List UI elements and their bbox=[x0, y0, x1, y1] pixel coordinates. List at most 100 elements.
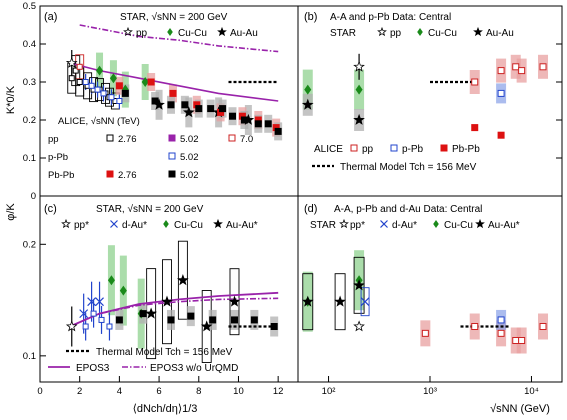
alice-ppb-marker bbox=[88, 82, 95, 89]
b-star-label: STAR bbox=[330, 28, 356, 39]
alice-pp7-marker bbox=[76, 63, 83, 70]
d-legend-cucu-diamond bbox=[433, 220, 439, 228]
d-legend-cucu: Cu-Cu bbox=[444, 220, 473, 231]
a-legend-cucu: Cu-Cu bbox=[178, 28, 207, 39]
d-legend-dau: d-Au* bbox=[392, 220, 417, 231]
d-star-auau-marker bbox=[301, 295, 314, 307]
c-ylabel: φ/K bbox=[5, 203, 17, 221]
d-legend-dau-cross bbox=[380, 220, 388, 228]
alice-ppb-marker bbox=[94, 86, 101, 93]
c-star-auau-marker bbox=[228, 295, 241, 307]
b-legend-auau: Au-Au bbox=[486, 28, 514, 39]
c-alice-pbpb-marker bbox=[230, 316, 238, 324]
a-ytick-label: 0.1 bbox=[23, 153, 36, 164]
c-alice-pbpb-marker bbox=[115, 316, 123, 324]
b-alice-pp-marker bbox=[518, 67, 526, 75]
panel-d-frame bbox=[297, 195, 563, 383]
b-star-cucu-marker bbox=[304, 84, 312, 95]
b-star-auau-marker bbox=[353, 113, 365, 125]
panel-label: (d) bbox=[304, 203, 317, 215]
a-ytick-label: 0.5 bbox=[23, 1, 36, 12]
c-star-cucu-marker bbox=[119, 285, 127, 296]
b-legend-cucu-diamond bbox=[417, 28, 423, 36]
alice-legend-energy: 2.76 bbox=[118, 170, 137, 181]
c-star-auau-box bbox=[229, 268, 240, 336]
c-xtick-label: 4 bbox=[117, 386, 122, 397]
c-legend-epos3-urqmd: EPOS3 w/o UrQMD bbox=[150, 363, 238, 374]
d-star-dau-box bbox=[360, 287, 370, 317]
b-legend-ppb: p-Pb bbox=[402, 144, 424, 155]
c-legend-pp-star bbox=[61, 218, 71, 229]
b-alice-pp-marker bbox=[539, 63, 547, 71]
star-pp-marker bbox=[65, 56, 78, 68]
d-star-auau-box bbox=[302, 273, 314, 331]
star-auau-marker bbox=[183, 106, 195, 118]
alice-legend-title: ALICE, √sNN (TeV) bbox=[58, 116, 140, 127]
b-legend-pbpb: Pb-Pb bbox=[452, 144, 480, 155]
c-legend-auau-star bbox=[213, 218, 223, 229]
c-legend-pp: pp* bbox=[74, 220, 89, 231]
b-data-title: A-A and p-Pb Data: Central bbox=[330, 12, 451, 23]
a-ylabel: K*0/K bbox=[5, 85, 17, 114]
c-alice-pbpb-marker bbox=[167, 316, 175, 324]
legend-pp7-swatch bbox=[228, 134, 236, 142]
c-star-auau-marker bbox=[177, 274, 189, 286]
b-alice-ppb-marker bbox=[497, 89, 505, 97]
a-ytick-label: 0 bbox=[31, 191, 36, 202]
d-legend-pp: pp* bbox=[350, 220, 365, 231]
alice-pbpb502-marker bbox=[121, 89, 129, 97]
b-alice-label: ALICE bbox=[314, 144, 343, 155]
alice-ppb-marker bbox=[108, 94, 115, 101]
c-star-dau-marker bbox=[87, 297, 97, 307]
panel-label: (a) bbox=[44, 11, 57, 23]
d-legend-auau: Au-Au* bbox=[488, 220, 520, 231]
a-ytick-label: 0.2 bbox=[23, 115, 36, 126]
a-ytick-label: 0.4 bbox=[23, 39, 36, 50]
c-alice-pbpb-marker bbox=[270, 323, 278, 331]
alice-pbpb502-marker bbox=[207, 105, 215, 113]
legend-pbpb502-swatch bbox=[168, 170, 176, 178]
d-star-auau-marker bbox=[334, 295, 347, 307]
c-xtick-label: 2 bbox=[77, 386, 82, 397]
b-legend-thermal: Thermal Model Tch = 156 MeV bbox=[340, 162, 477, 173]
legend-pp502-swatch bbox=[168, 134, 176, 142]
d-alice-ppb-marker bbox=[497, 316, 505, 324]
c-xtick-label: 8 bbox=[196, 386, 201, 397]
alice-ppb-marker bbox=[100, 90, 107, 97]
alice-pbpb502-marker bbox=[240, 116, 248, 124]
c-xtick-label: 6 bbox=[156, 386, 161, 397]
alice-pbpb276-marker bbox=[115, 82, 123, 90]
alice-pbpb276-marker bbox=[147, 78, 155, 86]
d-alice-pp-marker bbox=[518, 337, 526, 345]
c-alice-ppb-marker bbox=[90, 310, 97, 317]
c-xtick-label: 0 bbox=[37, 386, 42, 397]
b-legend-cucu: Cu-Cu bbox=[428, 28, 457, 39]
d-alice-pp-marker bbox=[512, 337, 520, 345]
legend-ppb502-swatch bbox=[168, 152, 176, 160]
alice-legend-energy: 5.02 bbox=[180, 134, 199, 145]
c-star-dau-marker bbox=[79, 309, 89, 319]
alice-pbpb502-marker bbox=[254, 120, 262, 128]
c-star-pp-marker bbox=[65, 320, 78, 332]
alice-legend-energy: 5.02 bbox=[180, 152, 199, 163]
alice-pbpb502-marker bbox=[151, 97, 159, 105]
a-star-title: STAR, √sNN = 200 GeV bbox=[120, 11, 228, 23]
b-star-cucu-marker bbox=[355, 84, 363, 95]
c-ytick-label: 0.2 bbox=[23, 239, 36, 250]
alice-pp276-marker bbox=[72, 67, 79, 74]
c-star-cucu-marker bbox=[107, 275, 115, 286]
c-alice-ppb-marker bbox=[82, 323, 89, 330]
a-legend-cucu-diamond bbox=[167, 28, 173, 36]
b-legend-alice-pbpb bbox=[440, 144, 448, 152]
c-legend-dau: d-Au* bbox=[122, 220, 147, 231]
b-alice-pp-marker bbox=[512, 63, 520, 71]
d-star-pp-marker bbox=[353, 320, 365, 332]
c-alice-ppb-marker bbox=[98, 316, 105, 323]
a-legend-auau-star bbox=[217, 26, 227, 37]
d-star-auau-marker bbox=[353, 279, 365, 291]
d-alice-pp-marker bbox=[497, 329, 505, 337]
d-xlabel: √sNN (GeV) bbox=[490, 403, 550, 415]
alice-pbpb502-marker bbox=[264, 120, 272, 128]
d-alice-pp-marker bbox=[471, 323, 479, 331]
